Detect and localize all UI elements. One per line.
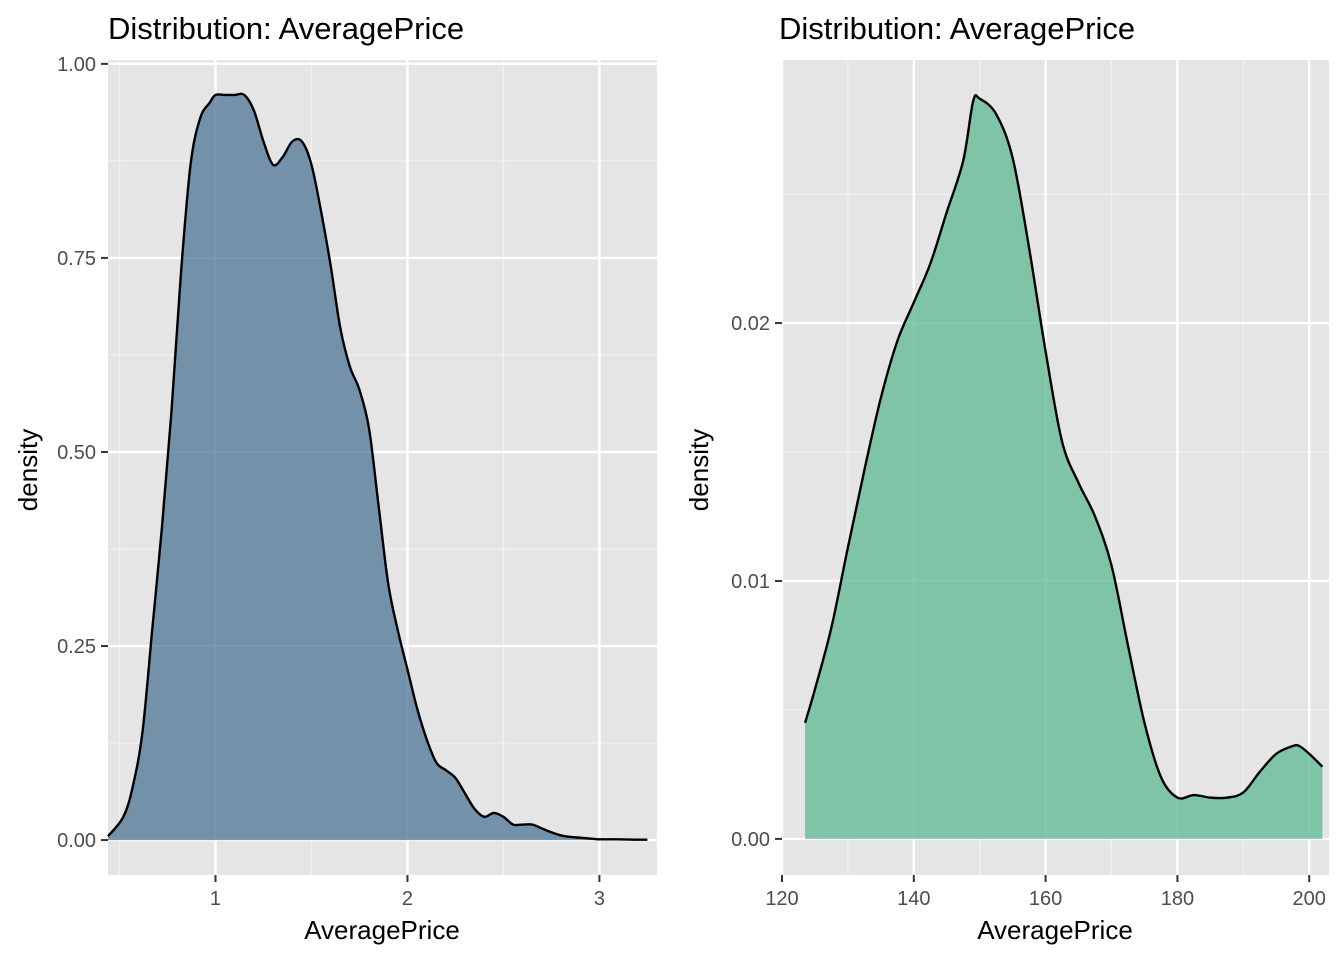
right-y-axis: 0.00 0.01 0.02 [731,313,782,851]
right-x-axis-title: AveragePrice [977,915,1133,945]
left-density-line [107,92,648,841]
left-chart: Distribution: AveragePrice 0.000.250.500… [13,11,657,945]
left-y-tick-label: 0.25 [57,636,96,658]
left-y-tick-label: 0.75 [57,248,96,270]
left-y-tick-label: 1.00 [57,54,96,76]
left-y-axis: 0.00 0.25 0.50 0.75 1.00 [57,54,108,852]
right-y-tick-label: 0.00 [731,829,770,851]
right-density-fill [805,95,1323,839]
left-chart-title: Distribution: AveragePrice [108,11,464,46]
right-x-axis: 120 140 160 180 200 [765,875,1326,910]
right-chart-title: Distribution: AveragePrice [779,11,1135,46]
right-x-tick-label: 180 [1161,888,1194,910]
right-x-tick-label: 160 [1029,888,1062,910]
left-y-tick-label: 0.00 [57,830,96,852]
left-x-axis-title: AveragePrice [304,915,460,945]
right-y-axis-title: density [684,429,714,511]
left-y-axis-title: density [13,429,43,511]
left-x-axis: 1 2 3 [210,875,605,910]
right-x-tick-label: 200 [1293,888,1326,910]
left-x-tick-label: 2 [402,888,413,910]
right-x-tick-label: 140 [897,888,930,910]
left-x-tick-label: 3 [594,888,605,910]
left-y-tick-label: 0.50 [57,442,96,464]
right-density-line [803,94,1324,800]
right-chart: Distribution: AveragePrice 0.000.010.02 … [684,11,1329,945]
right-y-tick-label: 0.02 [731,313,770,335]
right-density-area [803,94,1324,839]
left-density-area [107,92,648,841]
right-y-tick-label: 0.01 [731,571,770,593]
left-density-fill [108,93,648,841]
left-x-tick-label: 1 [210,888,221,910]
right-x-tick-label: 120 [765,888,798,910]
